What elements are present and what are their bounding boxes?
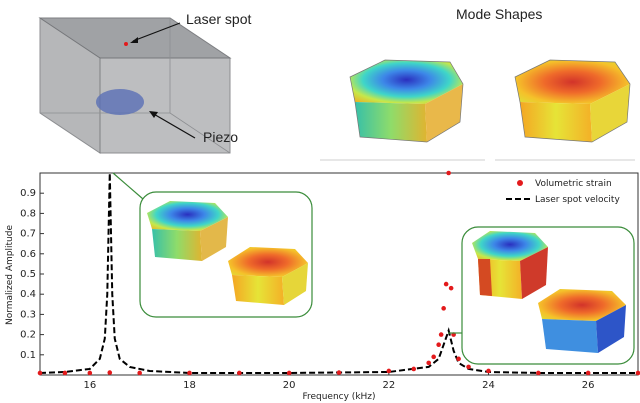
cube-diagram xyxy=(38,17,232,154)
data-point-volumetric-strain xyxy=(411,366,417,372)
y-tick-label: 0.2 xyxy=(20,330,36,341)
x-tick-label: 22 xyxy=(382,380,395,391)
data-point-volumetric-strain xyxy=(107,370,113,375)
data-point-volumetric-strain xyxy=(431,354,436,360)
y-tick-label: 0.6 xyxy=(20,249,36,260)
data-point-volumetric-strain xyxy=(37,370,43,376)
y-tick-label: 0.4 xyxy=(20,289,36,300)
data-point-volumetric-strain xyxy=(436,342,441,347)
data-point-volumetric-strain xyxy=(456,356,461,362)
x-tick-label: 18 xyxy=(183,380,196,391)
laser-spot-label: Laser spot xyxy=(186,11,252,27)
data-point-volumetric-strain xyxy=(486,368,491,374)
data-point-volumetric-strain xyxy=(187,370,192,376)
x-tick-label: 26 xyxy=(582,380,595,391)
inset-right-mode-1 xyxy=(472,231,548,299)
legend: Volumetric strain Laser spot velocity xyxy=(506,179,620,205)
data-point-volumetric-strain xyxy=(443,281,449,287)
data-point-volumetric-strain xyxy=(446,170,451,176)
y-axis-label: Normalized Amplitude xyxy=(5,225,15,325)
mode-shape-1 xyxy=(349,59,464,143)
x-tick-label: 20 xyxy=(283,380,296,391)
mode-shapes-title: Mode Shapes xyxy=(456,6,543,22)
y-tick-label: 0.3 xyxy=(20,309,36,320)
mode-shape-2 xyxy=(514,59,631,143)
data-point-volumetric-strain xyxy=(286,370,292,376)
data-point-volumetric-strain xyxy=(448,285,454,291)
y-tick-label: 0.5 xyxy=(20,269,36,280)
data-point-volumetric-strain xyxy=(386,368,392,374)
laser-spot-marker xyxy=(124,42,128,46)
mode-shape-panel xyxy=(320,59,635,161)
data-point-volumetric-strain xyxy=(441,306,446,311)
data-point-volumetric-strain xyxy=(635,370,640,376)
y-tick-label: 0.8 xyxy=(20,208,36,219)
series-line-laser-spot-velocity xyxy=(39,172,638,374)
inset-left xyxy=(112,172,313,318)
inset-right xyxy=(448,226,635,365)
data-point-volumetric-strain xyxy=(585,370,591,376)
frequency-response-chart: 0.1 0.2 0.3 0.4 0.5 0.6 0.7 0.8 0.9 16 18 20 22 24 26… xyxy=(5,170,640,402)
data-point-volumetric-strain xyxy=(137,370,142,376)
legend-marker-strain xyxy=(517,180,523,186)
x-axis-label: Frequency (kHz) xyxy=(302,392,375,402)
y-tick-label: 0.9 xyxy=(20,188,36,199)
piezo-label: Piezo xyxy=(203,129,239,145)
legend-label-strain: Volumetric strain xyxy=(535,179,612,189)
piezo-disk xyxy=(96,89,144,115)
data-point-volumetric-strain xyxy=(438,332,444,337)
inset-left-mode-1 xyxy=(147,201,228,261)
y-tick-label: 0.7 xyxy=(20,229,36,240)
inset-right-mode-2 xyxy=(538,289,626,353)
data-point-volumetric-strain xyxy=(237,370,242,376)
data-point-volumetric-strain xyxy=(466,364,471,370)
legend-label-velocity: Laser spot velocity xyxy=(535,195,620,205)
data-point-volumetric-strain xyxy=(336,370,342,375)
data-point-volumetric-strain xyxy=(62,370,68,376)
inset-left-mode-2 xyxy=(228,247,308,305)
data-point-volumetric-strain xyxy=(536,370,541,376)
y-tick-label: 0.1 xyxy=(20,350,36,361)
x-tick-label: 16 xyxy=(83,380,96,391)
data-point-volumetric-strain xyxy=(87,370,93,376)
data-point-volumetric-strain xyxy=(426,360,432,366)
x-tick-label: 24 xyxy=(482,380,495,391)
